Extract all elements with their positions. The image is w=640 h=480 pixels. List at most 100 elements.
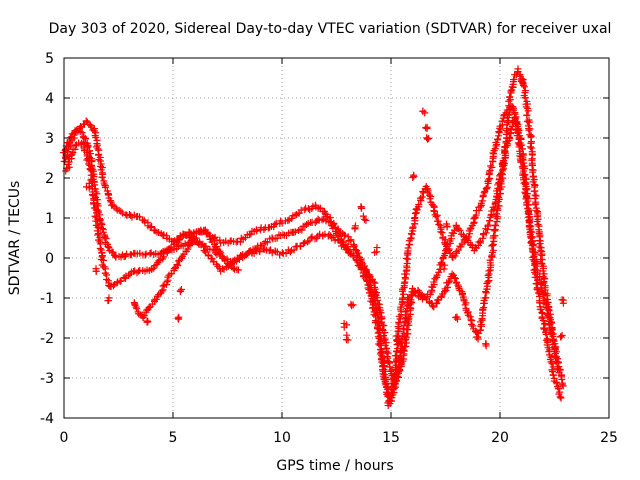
data-point (478, 197, 486, 205)
data-point (537, 247, 545, 255)
data-point (256, 248, 264, 256)
data-point (140, 312, 148, 320)
data-point (497, 171, 505, 179)
data-point (212, 244, 220, 252)
data-point (549, 368, 557, 376)
data-point (484, 221, 492, 229)
data-points (59, 65, 567, 410)
x-tick-label: 5 (169, 430, 178, 446)
y-tick-label: -2 (40, 331, 54, 347)
outlier-point (373, 248, 381, 256)
data-point (104, 243, 112, 250)
y-tick-label: -4 (40, 411, 54, 427)
x-tick-label: 15 (382, 430, 400, 446)
data-point (486, 217, 494, 225)
data-point (454, 225, 462, 233)
data-point (82, 117, 90, 125)
data-point (378, 318, 386, 326)
data-point (84, 142, 92, 150)
data-point (477, 318, 485, 326)
data-point (253, 227, 261, 235)
data-point (278, 249, 286, 257)
data-point (117, 277, 125, 285)
data-point (380, 322, 388, 330)
data-point (466, 225, 474, 233)
outlier-point (343, 331, 351, 339)
data-point (62, 145, 70, 153)
data-point (532, 262, 540, 270)
y-tick-label: 3 (45, 131, 54, 147)
data-point (184, 245, 192, 253)
data-point (519, 156, 527, 164)
outlier-point (143, 317, 151, 325)
data-point (211, 233, 219, 241)
data-point (415, 201, 423, 209)
data-point (398, 285, 406, 293)
data-point (522, 103, 530, 111)
data-point (507, 87, 515, 95)
data-point (541, 319, 549, 327)
data-point (430, 278, 438, 286)
data-point (311, 219, 319, 227)
data-point (68, 150, 76, 158)
data-point (450, 229, 458, 237)
data-point (520, 171, 528, 179)
data-point (430, 207, 438, 215)
data-point (334, 231, 342, 239)
data-point (397, 303, 405, 311)
data-point (404, 244, 412, 252)
data-point (344, 246, 352, 254)
data-point (395, 318, 403, 326)
data-point (426, 195, 434, 203)
data-point (363, 277, 371, 285)
data-point (407, 304, 415, 312)
data-point (151, 227, 159, 235)
outlier-point (348, 302, 356, 310)
data-point (375, 340, 383, 348)
data-point (432, 213, 440, 221)
y-axis-label: SDTVAR / TECUs (7, 181, 23, 296)
data-point (151, 296, 159, 304)
data-point (461, 301, 469, 309)
data-point (466, 313, 474, 321)
data-point (355, 249, 363, 257)
data-point (508, 122, 516, 130)
data-point (393, 377, 401, 385)
data-point (401, 308, 409, 316)
data-point (450, 274, 458, 282)
data-point (302, 221, 310, 229)
data-point (409, 223, 417, 231)
x-tick-label: 20 (491, 430, 509, 446)
data-point (479, 234, 487, 242)
data-point (472, 328, 480, 336)
data-point (537, 281, 545, 289)
data-point (201, 246, 209, 254)
data-point (433, 211, 441, 219)
data-point (392, 380, 400, 388)
grid (64, 58, 609, 418)
data-point (549, 371, 557, 379)
data-point (105, 244, 113, 252)
data-point (527, 144, 535, 152)
data-point (95, 236, 103, 244)
data-point (400, 346, 408, 354)
data-point (558, 381, 566, 389)
data-point (545, 307, 553, 315)
data-point (534, 286, 542, 294)
outlier-point (85, 179, 93, 187)
data-point (383, 383, 391, 391)
data-point (96, 245, 104, 253)
data-point (216, 236, 224, 244)
data-point (325, 218, 333, 226)
outlier-point (424, 135, 432, 143)
outlier-point (347, 300, 355, 308)
data-point (525, 126, 533, 134)
data-point (526, 143, 534, 151)
x-tick-label: 25 (600, 430, 618, 446)
data-point (491, 221, 499, 229)
data-point (443, 283, 451, 291)
data-point (148, 223, 156, 231)
data-point (534, 220, 542, 228)
data-point (155, 257, 163, 265)
data-point (495, 202, 503, 210)
